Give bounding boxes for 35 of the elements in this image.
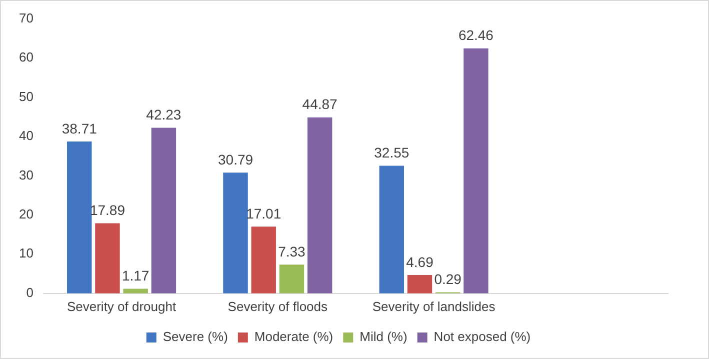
legend-label: Not exposed (%) [434,329,531,344]
data-label: 30.79 [218,151,254,168]
y-tick-label: 60 [18,50,34,65]
data-label: 32.55 [374,144,410,161]
bar [407,275,432,294]
x-tick-label: Severity of landslides [372,298,496,314]
y-tick-label: 0 [26,284,34,300]
data-label: 7.33 [278,244,306,260]
data-label: 38.71 [62,120,98,136]
legend-label: Severe (%) [162,329,228,344]
data-label: 0.29 [434,271,462,288]
bar [307,117,332,294]
data-label: 4.69 [406,254,434,270]
y-tick-label: 70 [18,10,34,26]
data-label: 42.23 [146,106,182,123]
x-tick-label: Severity of drought [66,298,176,314]
y-tick-label: 40 [18,128,34,144]
bar [464,48,488,294]
bar [379,166,404,294]
legend-label: Mild (%) [360,329,408,344]
y-tick-label: 50 [18,88,34,104]
legend-label: Moderate (%) [254,329,334,344]
data-label: 1.17 [122,268,150,284]
y-tick-label: 10 [18,246,34,261]
bar [279,264,304,294]
bar [151,128,176,294]
bar [95,223,120,294]
data-label: 44.87 [302,96,338,112]
bar [67,142,92,294]
bar [251,226,276,294]
y-tick-label: 30 [18,167,34,182]
y-tick-label: 20 [18,206,34,222]
data-label: 62.46 [458,27,494,44]
x-tick-label: Severity of floods [228,298,328,314]
bar [223,172,248,294]
